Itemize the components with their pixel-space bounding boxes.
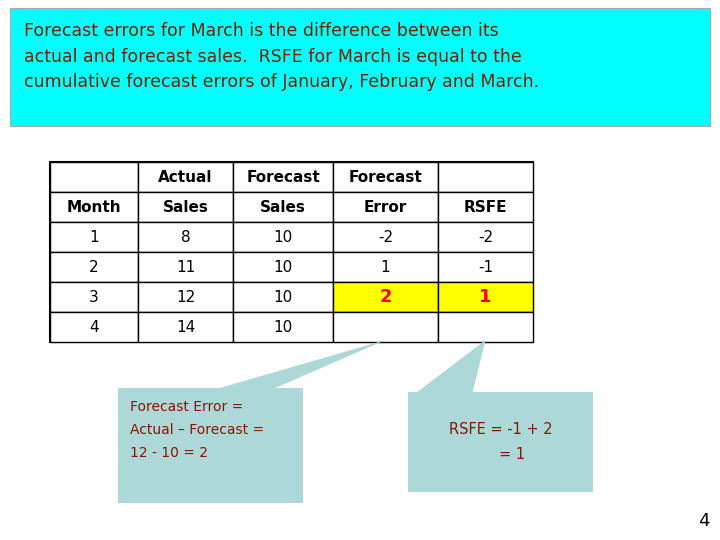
Bar xyxy=(333,192,438,222)
Bar xyxy=(233,252,333,282)
Text: 3: 3 xyxy=(89,289,99,305)
Bar xyxy=(408,392,593,492)
Text: 2: 2 xyxy=(379,288,392,306)
Bar xyxy=(333,222,438,252)
Bar xyxy=(438,192,533,222)
Bar xyxy=(50,192,138,222)
Text: Sales: Sales xyxy=(163,199,208,214)
Bar xyxy=(138,252,233,282)
Text: 2: 2 xyxy=(89,260,99,274)
Text: -1: -1 xyxy=(478,260,493,274)
Text: Forecast errors for March is the difference between its
actual and forecast sale: Forecast errors for March is the differe… xyxy=(24,22,539,91)
Bar xyxy=(50,162,533,342)
Text: Sales: Sales xyxy=(260,199,306,214)
Polygon shape xyxy=(220,340,385,388)
Bar xyxy=(333,312,438,342)
Bar xyxy=(233,282,333,312)
Text: 11: 11 xyxy=(176,260,195,274)
Text: 1: 1 xyxy=(381,260,390,274)
Text: 1: 1 xyxy=(89,230,99,245)
Bar xyxy=(438,312,533,342)
Bar xyxy=(50,222,138,252)
Bar xyxy=(138,162,233,192)
Bar xyxy=(50,312,138,342)
Bar xyxy=(233,192,333,222)
Text: 1: 1 xyxy=(480,288,492,306)
Text: RSFE: RSFE xyxy=(464,199,508,214)
Text: 8: 8 xyxy=(181,230,190,245)
Text: 12: 12 xyxy=(176,289,195,305)
Text: 14: 14 xyxy=(176,320,195,334)
Bar xyxy=(10,8,710,126)
Text: Forecast: Forecast xyxy=(246,170,320,185)
Bar xyxy=(50,252,138,282)
Bar xyxy=(138,222,233,252)
Bar xyxy=(438,162,533,192)
Text: 4: 4 xyxy=(89,320,99,334)
Text: 4: 4 xyxy=(698,512,710,530)
Text: 10: 10 xyxy=(274,320,292,334)
Text: Month: Month xyxy=(67,199,121,214)
Text: RSFE = -1 + 2
     = 1: RSFE = -1 + 2 = 1 xyxy=(449,422,552,462)
Text: 10: 10 xyxy=(274,230,292,245)
Polygon shape xyxy=(418,340,485,392)
Bar xyxy=(438,222,533,252)
Bar xyxy=(438,252,533,282)
Bar xyxy=(233,312,333,342)
Text: -2: -2 xyxy=(378,230,393,245)
Bar xyxy=(118,388,303,503)
Bar xyxy=(138,312,233,342)
Text: Error: Error xyxy=(364,199,407,214)
Text: 10: 10 xyxy=(274,260,292,274)
Bar xyxy=(333,282,438,312)
Bar xyxy=(333,252,438,282)
Bar xyxy=(333,162,438,192)
Bar xyxy=(438,282,533,312)
Text: -2: -2 xyxy=(478,230,493,245)
Text: Actual: Actual xyxy=(158,170,212,185)
Bar xyxy=(138,192,233,222)
Text: 10: 10 xyxy=(274,289,292,305)
Bar xyxy=(50,282,138,312)
Text: Forecast Error =
Actual – Forecast =
12 - 10 = 2: Forecast Error = Actual – Forecast = 12 … xyxy=(130,400,264,460)
Bar xyxy=(233,162,333,192)
Bar xyxy=(138,282,233,312)
Bar xyxy=(50,162,138,192)
Bar xyxy=(233,222,333,252)
Text: Forecast: Forecast xyxy=(348,170,423,185)
